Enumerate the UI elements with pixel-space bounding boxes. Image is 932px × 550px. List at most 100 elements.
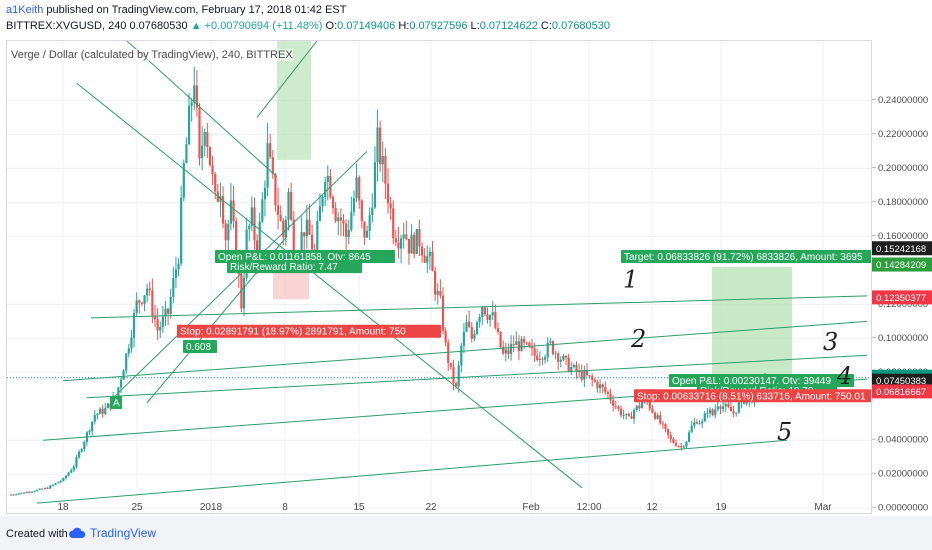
- price-chart[interactable]: Target: 0.06833826 (91.72%) 6833826, Amo…: [7, 41, 872, 514]
- candle-body: [381, 156, 384, 165]
- candle-body: [520, 338, 523, 352]
- candle-body: [701, 421, 704, 424]
- candle-body: [310, 234, 314, 250]
- candle-body: [504, 349, 507, 354]
- y-tick-label: 0.10000000: [878, 333, 928, 344]
- author-link[interactable]: a1Keith: [6, 4, 44, 16]
- rr-label-1-bg: [227, 260, 362, 274]
- candle-body: [533, 348, 536, 356]
- trend-line: [90, 295, 868, 319]
- candle-body: [363, 221, 366, 238]
- candle-body: [423, 255, 426, 263]
- chart-plot-area[interactable]: Target: 0.06833826 (91.72%) 6833826, Amo…: [6, 40, 872, 514]
- candle-body: [355, 177, 358, 199]
- symbol-label[interactable]: BITTREX:XVGUSD, 240: [6, 20, 127, 32]
- candle-body: [724, 404, 727, 407]
- price-tag-label: 0.06816667: [876, 387, 926, 398]
- candle-body: [572, 364, 575, 368]
- candle-body: [326, 175, 329, 182]
- candle-body: [83, 441, 86, 450]
- candle-body: [549, 341, 552, 343]
- x-tick-label: Mar: [814, 502, 832, 513]
- candle-body: [473, 333, 476, 339]
- price-tag-label: 0.15242168: [876, 244, 926, 255]
- trend-line: [36, 439, 788, 504]
- candle-body: [187, 105, 191, 145]
- candle-body: [169, 296, 172, 314]
- candle-body: [282, 220, 285, 238]
- candle-body: [674, 442, 678, 446]
- candle-body: [515, 341, 518, 345]
- candle-body: [46, 487, 49, 489]
- candle-body: [371, 207, 374, 216]
- candle-body: [496, 328, 500, 333]
- candle-body: [72, 466, 75, 471]
- open-pnl-label-1: Open P&L: 0.01161858, Qty: 8645: [215, 249, 395, 263]
- candle-body: [290, 191, 293, 220]
- candle-body: [638, 405, 641, 409]
- x-tick-label: 12:00: [576, 502, 601, 513]
- candle-body: [468, 321, 471, 327]
- candle-body: [9, 494, 13, 496]
- candle-body: [292, 219, 295, 265]
- candle-body: [287, 191, 290, 221]
- candle-body: [284, 220, 287, 238]
- price-tag-bg: [872, 384, 932, 399]
- x-tick-label: 18: [57, 502, 69, 513]
- candle-body: [232, 200, 235, 222]
- candle-body: [653, 412, 657, 419]
- candle-body: [512, 344, 515, 346]
- candle-body: [517, 341, 521, 352]
- candle-body: [360, 200, 363, 222]
- candle-body: [138, 300, 141, 303]
- close-value: 0.07680530: [551, 20, 611, 32]
- candle-body: [465, 321, 468, 332]
- open-pnl-label-2-text: Open P&L: 0.00230147, Qty: 39449: [672, 376, 831, 387]
- candle-body: [460, 345, 463, 366]
- high-label: H:: [398, 20, 410, 32]
- candle-body: [669, 434, 672, 440]
- ohlc-line: BITTREX:XVGUSD, 240 0.07680530 ▲ +0.0079…: [6, 20, 610, 32]
- candle-body: [347, 229, 350, 238]
- candle-body: [580, 370, 583, 380]
- candle-body: [703, 413, 706, 422]
- candle-body: [575, 364, 578, 373]
- candle-body: [431, 251, 434, 272]
- cloud-icon: [69, 527, 86, 538]
- candle-body: [428, 251, 431, 257]
- candle-body: [557, 353, 560, 362]
- x-tick-label: 2018: [200, 502, 223, 513]
- tradingview-logo[interactable]: TradingView: [68, 526, 156, 540]
- candle-body: [405, 234, 408, 239]
- high-value: 0.07927596: [409, 20, 468, 32]
- candle-body: [64, 475, 68, 479]
- trend-line: [62, 320, 868, 382]
- candle-body: [350, 211, 353, 230]
- candle-body: [434, 271, 437, 295]
- candle-body: [410, 234, 413, 254]
- candle-body: [538, 358, 541, 361]
- candle-body: [619, 408, 623, 416]
- open-pnl-label-2: Open P&L: 0.00230147, Qty: 39449: [669, 373, 854, 387]
- candle-body: [263, 187, 267, 200]
- candle-body: [337, 217, 340, 222]
- candle-body: [543, 357, 547, 360]
- candle-body: [242, 277, 246, 309]
- stop-label-1-text: Stop: 0.02891791 (18.97%) 2891791, Amoun…: [180, 327, 406, 338]
- price-axis[interactable]: 0.24000000 0.22000000 0.20000000 0.18000000…: [872, 40, 932, 514]
- candle-body: [716, 406, 719, 410]
- candle-body: [250, 207, 253, 226]
- handwritten-mark: 3: [823, 328, 838, 356]
- candle-body: [248, 225, 251, 230]
- candle-body: [253, 207, 256, 241]
- open-label: O:: [325, 20, 338, 32]
- candle-body: [143, 295, 146, 304]
- candle-body: [185, 144, 188, 164]
- candle-body: [528, 342, 531, 347]
- candle-body: [274, 174, 277, 206]
- candle-body: [96, 413, 99, 416]
- candle-body: [397, 242, 400, 249]
- candle-body: [316, 220, 319, 251]
- x-tick-label: 15: [353, 502, 365, 513]
- candle-body: [698, 423, 701, 425]
